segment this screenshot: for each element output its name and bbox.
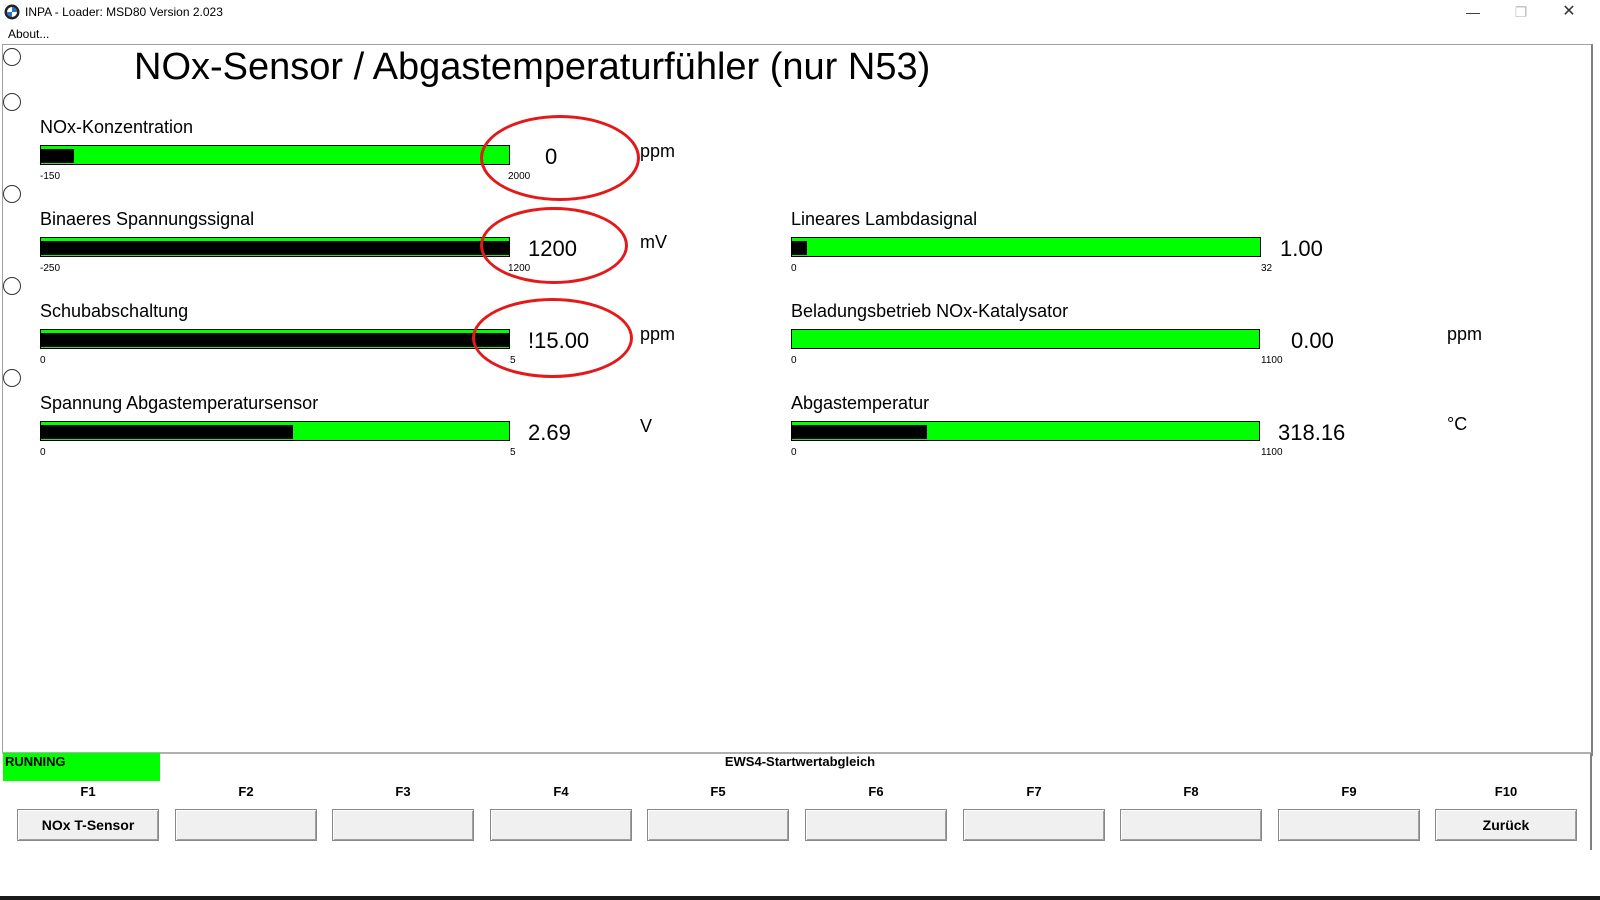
gauge-min: 0 bbox=[791, 447, 797, 458]
gauge-max: 32 bbox=[1261, 263, 1273, 274]
gauge-fill bbox=[792, 425, 927, 439]
highlight-circle bbox=[480, 115, 640, 201]
gauge-bar bbox=[40, 421, 510, 441]
highlight-circle bbox=[472, 298, 633, 378]
gauge-max: 1100 bbox=[1261, 355, 1283, 366]
fkey-button-f3[interactable] bbox=[332, 809, 474, 841]
gauge-unit: mV bbox=[640, 232, 667, 252]
gauge-label: Binaeres Spannungssignal bbox=[40, 209, 255, 229]
fkey-label-f1: F1 bbox=[80, 784, 96, 799]
fkey-button-f6[interactable] bbox=[805, 809, 947, 841]
gauge-fill bbox=[41, 425, 293, 439]
radio-option-4[interactable] bbox=[3, 277, 21, 295]
gauge-bar bbox=[791, 329, 1260, 349]
gauge-bar bbox=[40, 145, 510, 165]
fkey-label-f8: F8 bbox=[1183, 784, 1199, 799]
gauge-min: -150 bbox=[40, 171, 61, 182]
gauge-unit: ppm bbox=[640, 141, 676, 161]
fkey-label-f5: F5 bbox=[710, 784, 726, 799]
status-title: EWS4-Startwertabgleich bbox=[724, 754, 876, 769]
bmw-logo-icon bbox=[4, 4, 20, 20]
window-title: INPA - Loader: MSD80 Version 2.023 bbox=[25, 5, 223, 19]
radio-option-1[interactable] bbox=[3, 48, 21, 66]
gauge-label: Abgastemperatur bbox=[791, 393, 930, 413]
gauge-label: Spannung Abgastemperatursensor bbox=[40, 393, 319, 413]
radio-option-5[interactable] bbox=[3, 369, 21, 387]
menu-about[interactable]: About... bbox=[8, 27, 50, 41]
maximize-button[interactable]: ❐ bbox=[1514, 4, 1528, 20]
radio-option-3[interactable] bbox=[3, 185, 21, 203]
gauge-min: 0 bbox=[40, 355, 46, 366]
fkey-button-f9[interactable] bbox=[1278, 809, 1420, 841]
gauge-max: 1100 bbox=[1261, 447, 1283, 458]
fkey-label-f10: F10 bbox=[1494, 784, 1518, 799]
gauge-bar bbox=[40, 237, 510, 257]
gauge-fill bbox=[41, 149, 74, 163]
gauge-min: 0 bbox=[791, 355, 797, 366]
highlight-circle bbox=[480, 207, 628, 284]
fkey-button-f7[interactable] bbox=[963, 809, 1105, 841]
fkey-button-f8[interactable] bbox=[1120, 809, 1262, 841]
fkey-button-f5[interactable] bbox=[647, 809, 789, 841]
gauge-bar bbox=[791, 421, 1260, 441]
taskbar-edge bbox=[0, 896, 1600, 900]
gauge-bar bbox=[40, 329, 510, 349]
gauge-min: 0 bbox=[40, 447, 46, 458]
gauge-unit: ppm bbox=[640, 324, 676, 344]
fkey-button-f10[interactable]: Zurück bbox=[1435, 809, 1577, 841]
gauge-unit: °C bbox=[1447, 414, 1468, 434]
gauge-min: 0 bbox=[791, 263, 797, 274]
gauge-label: Beladungsbetrieb NOx-Katalysator bbox=[791, 301, 1069, 321]
window-titlebar: INPA - Loader: MSD80 Version 2.023 — ❐ ✕ bbox=[0, 0, 1600, 24]
fkey-label-f9: F9 bbox=[1341, 784, 1357, 799]
fkey-label-f2: F2 bbox=[238, 784, 254, 799]
gauge-value: 2.69 bbox=[528, 420, 571, 445]
gauge-label: Schubabschaltung bbox=[40, 301, 189, 321]
gauge-value: 318.16 bbox=[1278, 420, 1346, 445]
fkey-label-f4: F4 bbox=[553, 784, 569, 799]
page-title: NOx-Sensor / Abgastemperaturfühler (nur … bbox=[134, 46, 931, 88]
gauge-min: -250 bbox=[40, 263, 61, 274]
radio-option-2[interactable] bbox=[3, 93, 21, 111]
gauge-value: 1.00 bbox=[1280, 236, 1323, 261]
gauge-bar bbox=[791, 237, 1261, 257]
gauge-unit: V bbox=[640, 416, 653, 436]
gauge-fill bbox=[41, 241, 509, 255]
fkey-button-f1[interactable]: NOx T-Sensor bbox=[17, 809, 159, 841]
gauge-label: Lineares Lambdasignal bbox=[791, 209, 978, 229]
fkey-label-f7: F7 bbox=[1026, 784, 1042, 799]
fkey-button-f4[interactable] bbox=[490, 809, 632, 841]
fkey-label-f6: F6 bbox=[868, 784, 884, 799]
status-running: RUNNING bbox=[3, 753, 160, 781]
gauge-label: NOx-Konzentration bbox=[40, 117, 194, 137]
gauge-fill bbox=[41, 333, 509, 347]
gauge-value: 0.00 bbox=[1291, 328, 1334, 353]
gauge-max: 5 bbox=[510, 447, 516, 458]
fkey-button-f2[interactable] bbox=[175, 809, 317, 841]
gauge-fill bbox=[792, 241, 807, 255]
gauge-unit: ppm bbox=[1447, 324, 1483, 344]
close-button[interactable]: ✕ bbox=[1562, 3, 1576, 20]
fkey-label-f3: F3 bbox=[395, 784, 411, 799]
menubar: About... bbox=[0, 24, 1600, 44]
minimize-button[interactable]: — bbox=[1466, 4, 1480, 20]
